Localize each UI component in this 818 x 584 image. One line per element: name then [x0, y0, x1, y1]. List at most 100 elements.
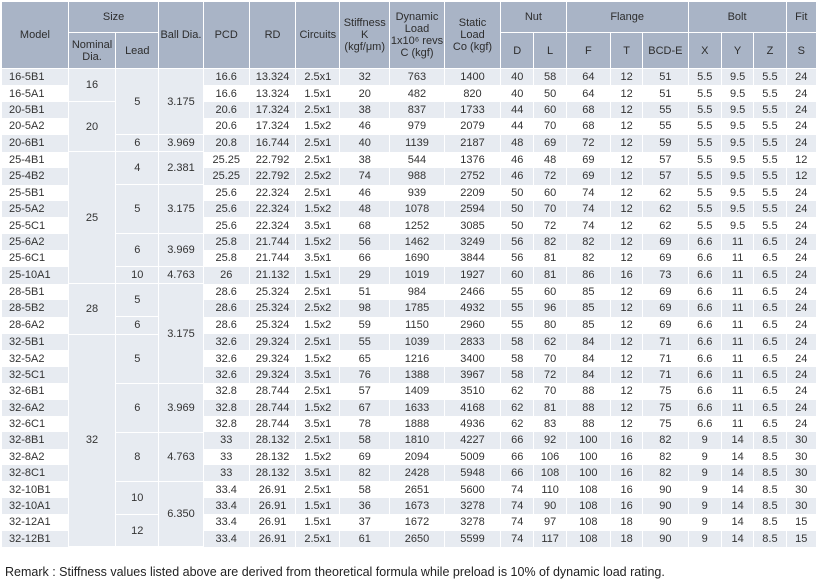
lead-group: 6 — [115, 133, 160, 153]
stiffness-cell: 57 — [339, 383, 390, 400]
model-cell: 20-6B1 — [1, 134, 69, 152]
fit-s-cell: 24 — [785, 184, 818, 201]
header-pcd: PCD — [202, 1, 250, 69]
header-dynamic-line4: C (kgf) — [400, 47, 434, 59]
lead-group: 6 — [115, 233, 160, 267]
pcd-cell: 20.6 — [202, 118, 250, 135]
header-static-line3: Co (kgf) — [452, 41, 493, 53]
fit-s-cell: 24 — [785, 316, 818, 334]
flange-f-cell: 100 — [565, 465, 611, 482]
table-row: 32-8C1 33 28.132 3.5x1 82 2428 5948 66 108 100 16 8… — [1, 465, 818, 482]
static-load-cell: 3510 — [443, 383, 502, 400]
bolt-z-cell: 8.5 — [753, 481, 787, 498]
table-row: 28-5B1 28 5 3.175 28.6 25.324 2.5x1 51 984 2466 55… — [1, 283, 818, 384]
flange-bcd-e-cell: 75 — [642, 399, 689, 416]
flange-bcd-e-cell: 59 — [642, 134, 689, 152]
bolt-z-cell: 6.5 — [753, 399, 787, 416]
rd-cell: 13.324 — [248, 68, 297, 86]
bolt-y-cell: 9.5 — [720, 134, 755, 152]
pcd-cell: 32.8 — [202, 383, 250, 400]
pcd-cell: 33.4 — [202, 530, 250, 547]
stiffness-cell: 29 — [339, 266, 390, 284]
nut-l-cell: 81 — [533, 399, 567, 416]
dynamic-load-cell: 1139 — [389, 134, 445, 152]
circuits-cell: 3.5x1 — [295, 465, 341, 482]
flange-t-cell: 12 — [609, 415, 644, 433]
pcd-cell: 25.6 — [202, 217, 250, 234]
bolt-z-cell: 5.5 — [753, 201, 787, 218]
flange-f-cell: 64 — [565, 85, 611, 102]
dynamic-load-cell: 1690 — [389, 250, 445, 267]
rd-cell: 17.324 — [248, 118, 297, 135]
pcd-cell: 16.6 — [202, 85, 250, 102]
bolt-z-cell: 5.5 — [753, 85, 787, 102]
circuits-cell: 1.5x1 — [295, 514, 341, 531]
bolt-y-cell: 9.5 — [720, 168, 755, 185]
remark-note: Remark : Stiffness values listed above a… — [5, 565, 665, 579]
nut-d-cell: 56 — [500, 233, 535, 251]
flange-f-cell: 88 — [565, 383, 611, 400]
flange-t-cell: 16 — [609, 497, 644, 515]
bolt-x-cell: 5.5 — [687, 217, 722, 234]
flange-f-cell: 72 — [565, 134, 611, 152]
nut-d-cell: 58 — [500, 334, 535, 351]
bolt-z-cell: 5.5 — [753, 134, 787, 152]
flange-bcd-e-cell: 62 — [642, 201, 689, 218]
stiffness-cell: 61 — [339, 530, 390, 547]
pcd-cell: 33.4 — [202, 481, 250, 498]
stiffness-cell: 69 — [339, 448, 390, 465]
pcd-cell: 25.8 — [202, 250, 250, 267]
nut-d-cell: 46 — [500, 151, 535, 169]
fit-s-cell: 24 — [785, 134, 818, 152]
circuits-cell: 2.5x1 — [295, 283, 341, 301]
bolt-y-cell: 9.5 — [720, 201, 755, 218]
flange-f-cell: 64 — [565, 68, 611, 86]
bolt-y-cell: 14 — [720, 514, 755, 531]
nut-l-cell: 92 — [533, 432, 567, 449]
table-row: 32-6B1 6 3.969 32.8 28.744 2.5x1 57 1409 3510 62 7… — [1, 382, 818, 433]
lead-group: 6 — [115, 316, 160, 335]
flange-bcd-e-cell: 55 — [642, 118, 689, 135]
stiffness-cell: 48 — [339, 201, 390, 218]
bolt-z-cell: 8.5 — [753, 465, 787, 482]
table-row: 32-12A1 12 33.4 26.91 1.5x1 37 1672 3278 74 97 108… — [1, 513, 818, 548]
rd-cell: 26.91 — [248, 497, 297, 515]
pcd-cell: 32.8 — [202, 399, 250, 416]
flange-bcd-e-cell: 73 — [642, 266, 689, 284]
static-load-cell: 2960 — [443, 316, 502, 334]
nut-d-cell: 58 — [500, 350, 535, 367]
model-cell: 32-5B1 — [1, 334, 69, 351]
flange-f-cell: 74 — [565, 201, 611, 218]
dynamic-load-cell: 1409 — [389, 383, 445, 400]
flange-f-cell: 68 — [565, 118, 611, 135]
circuits-cell: 1.5x2 — [295, 448, 341, 465]
static-load-cell: 5009 — [443, 448, 502, 465]
header-f: F — [565, 32, 611, 69]
dynamic-load-cell: 544 — [389, 151, 445, 169]
dynamic-load-cell: 979 — [389, 118, 445, 135]
flange-f-cell: 108 — [565, 497, 611, 515]
bolt-x-cell: 5.5 — [687, 201, 722, 218]
header-stiffness-line2: K — [361, 29, 369, 41]
ball-dia-group: 4.763 — [158, 431, 204, 482]
rd-cell: 13.324 — [248, 85, 297, 102]
nut-l-cell: 82 — [533, 233, 567, 251]
nut-l-cell: 69 — [533, 134, 567, 152]
flange-t-cell: 12 — [609, 316, 644, 334]
header-dynamic-load: Dynamic Load 1x10⁶ revs C (kgf) — [389, 1, 445, 69]
bolt-x-cell: 6.6 — [687, 300, 722, 317]
flange-bcd-e-cell: 51 — [642, 68, 689, 86]
rd-cell: 28.744 — [248, 399, 297, 416]
dynamic-load-cell: 1150 — [389, 316, 445, 334]
flange-f-cell: 82 — [565, 233, 611, 251]
nut-l-cell: 117 — [533, 530, 567, 547]
fit-s-cell: 24 — [785, 85, 818, 102]
table-row: 25-5C1 25.6 22.324 3.5x1 68 1252 3085 50 72 74 12 6… — [1, 217, 818, 234]
flange-bcd-e-cell: 90 — [642, 497, 689, 515]
nut-d-cell: 56 — [500, 250, 535, 267]
bolt-z-cell: 5.5 — [753, 184, 787, 201]
table-row: 28-6A2 6 28.6 25.324 1.5x2 59 1150 2960 55 80 85 12… — [1, 316, 818, 335]
flange-bcd-e-cell: 82 — [642, 432, 689, 449]
nut-l-cell: 62 — [533, 334, 567, 351]
header-nominal-dia: Nominal Dia. — [67, 32, 117, 69]
